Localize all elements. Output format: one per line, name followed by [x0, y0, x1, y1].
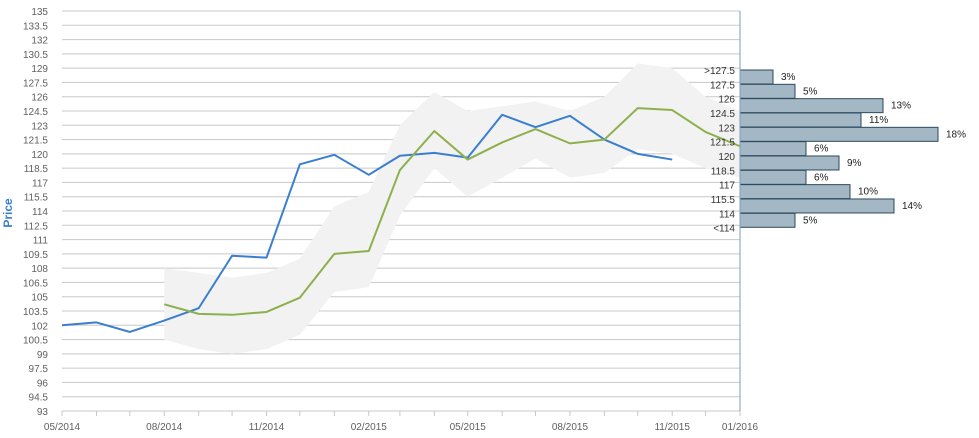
y-tick-label: 114: [32, 207, 48, 218]
histogram-bar: [739, 83, 796, 99]
y-tick-label: 126: [31, 93, 48, 104]
histogram-category-label: 120: [718, 152, 735, 163]
y-tick-label: 115.5: [24, 193, 49, 204]
histogram-percent-label: 6%: [814, 172, 829, 183]
histogram-percent-label: 6%: [814, 144, 829, 155]
histogram-bar: [739, 112, 862, 128]
y-tick-label: 123: [31, 121, 48, 132]
histogram-percent-label: 13%: [891, 101, 911, 112]
histogram-bar: [739, 155, 840, 171]
y-tick-label: 130.5: [23, 50, 48, 61]
y-tick-label: 100.5: [23, 336, 48, 347]
histogram-percent-label: 3%: [781, 72, 796, 83]
y-tick-label: 127.5: [23, 78, 48, 89]
y-tick-label: 133.5: [23, 21, 48, 32]
histogram-category-label: 126: [718, 95, 735, 106]
histogram-category-label: 118.5: [711, 166, 736, 177]
histogram-percent-label: 14%: [902, 201, 922, 212]
histogram-percent-label: 18%: [946, 129, 966, 140]
histogram-bar: [739, 126, 939, 142]
series-line-actual: [61, 113, 673, 333]
y-tick-label: 132: [31, 36, 48, 47]
y-tick-label: 118.5: [24, 164, 49, 175]
x-axis-ticks: [61, 411, 741, 416]
histogram-percent-label: 9%: [847, 158, 862, 169]
histogram-category-label: 121.5: [710, 138, 735, 149]
y-tick-label: 96: [37, 378, 49, 389]
y-tick-label: 93: [37, 407, 49, 418]
y-tick-label: 99: [37, 350, 49, 361]
histogram-bar: [739, 98, 884, 114]
y-tick-label: 112.5: [24, 221, 49, 232]
histogram-category-label: 117: [719, 181, 735, 192]
y-tick-label: 97.5: [29, 364, 49, 375]
histogram-category-label: <114: [713, 224, 735, 235]
histogram-category-label: 115.5: [711, 195, 736, 206]
histogram-category-label: 127.5: [710, 80, 735, 91]
y-tick-label: 106.5: [23, 278, 48, 289]
x-tick-label: 11/2014: [249, 422, 285, 433]
confidence-band: [164, 63, 740, 354]
histogram-bar: [739, 198, 895, 214]
histogram-category-label: 114: [719, 209, 735, 220]
distribution-histogram: >127.5 127.5 126 124.5 123 121.5 120 118.5 117 11…: [704, 66, 966, 235]
y-tick-labels: 93 94.5 96 97.5 99 100.5 102 103.5 105 106.5 108 10…: [23, 7, 48, 418]
x-tick-label: 02/2015: [351, 422, 388, 433]
forecast-band: [164, 63, 740, 354]
y-tick-label: 102: [31, 321, 48, 332]
histogram-category-label: >127.5: [704, 66, 735, 77]
y-tick-label: 103.5: [23, 307, 48, 318]
y-tick-label: 117: [32, 178, 48, 189]
histogram-bar: [739, 169, 807, 185]
y-tick-label: 120: [31, 150, 48, 161]
histogram-category-label: 123: [718, 123, 735, 134]
histogram-percent-label: 10%: [858, 187, 878, 198]
histogram-percent-label: 5%: [803, 215, 818, 226]
y-tick-label: 111: [33, 236, 49, 247]
series-line-forecast: [163, 107, 741, 316]
y-tick-label: 94.5: [29, 393, 49, 404]
y-tick-label: 135: [31, 7, 48, 18]
y-tick-label: 108: [31, 264, 48, 275]
x-tick-label: 05/2014: [44, 422, 81, 433]
y-tick-label: 109.5: [23, 250, 48, 261]
y-tick-label: 105: [31, 293, 48, 304]
histogram-bar: [739, 212, 796, 228]
series-lines: [61, 107, 741, 333]
x-tick-labels: 05/2014 08/2014 11/2014 02/2015 05/2015 08/20…: [44, 422, 759, 433]
x-tick-label: 11/2015: [654, 422, 690, 433]
histogram-bar: [739, 69, 774, 85]
histogram-percent-label: 11%: [869, 115, 888, 126]
y-tick-label: 121.5: [23, 136, 48, 147]
y-tick-label: 124.5: [23, 107, 48, 118]
histogram-percent-label: 5%: [803, 86, 818, 97]
x-tick-label: 01/2016: [722, 422, 759, 433]
y-tick-label: 129: [31, 64, 48, 75]
histogram-bar: [739, 141, 807, 157]
histogram-category-label: 124.5: [710, 109, 735, 120]
x-tick-label: 08/2015: [552, 422, 589, 433]
x-tick-label: 08/2014: [146, 422, 183, 433]
y-axis-label: Price: [1, 198, 15, 228]
histogram-bar: [739, 184, 851, 200]
x-tick-label: 05/2015: [450, 422, 487, 433]
